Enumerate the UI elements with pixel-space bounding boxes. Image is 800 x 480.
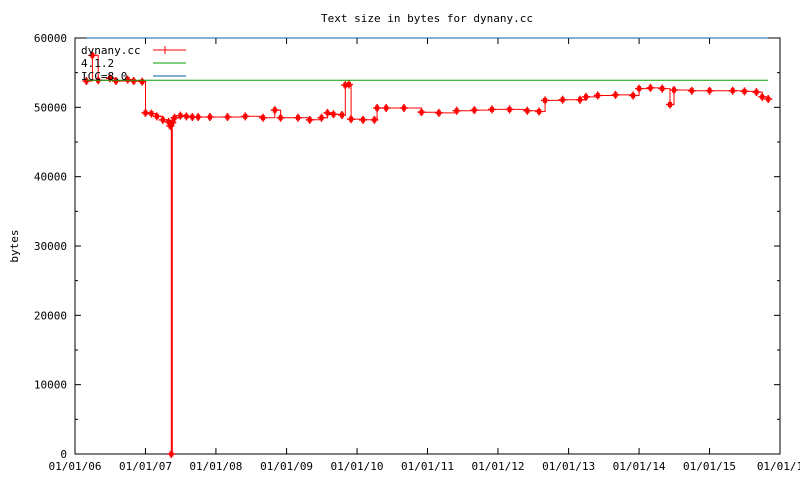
data-point-dot <box>372 117 377 123</box>
data-point-dot <box>766 96 771 102</box>
data-point-dot <box>613 92 618 98</box>
data-point-dot <box>507 106 512 112</box>
data-point-dot <box>84 78 89 84</box>
data-point-dot <box>154 113 159 119</box>
series-line-0 <box>86 54 769 455</box>
data-point-dot <box>319 115 324 121</box>
data-point-dot <box>730 88 735 94</box>
x-tick-label: 01/01/12 <box>471 460 524 473</box>
data-point-dot <box>107 75 112 81</box>
data-point-dot <box>648 85 653 91</box>
data-point-dot <box>169 451 174 457</box>
data-point-dot <box>178 113 183 119</box>
data-point-dot <box>207 114 212 120</box>
data-point-dot <box>272 107 277 113</box>
axes-layer: 0 10000 20000 30000 40000 50000 60000 01/01/06 0… <box>34 32 800 473</box>
data-point-dot <box>170 120 175 126</box>
data-point-dot <box>384 105 389 111</box>
data-point-dot <box>143 110 148 116</box>
data-point-dot <box>90 52 95 58</box>
y-tick-label: 10000 <box>34 379 67 392</box>
x-tick-label: 01/01/06 <box>49 460 102 473</box>
legend-marker <box>161 46 173 54</box>
legend-label: dynany.cc <box>81 44 141 57</box>
x-tick-label: 01/01/1 <box>757 460 800 473</box>
data-point-dot <box>637 86 642 92</box>
data-point-dot <box>489 106 494 112</box>
chart-title: Text size in bytes for dynany.cc <box>321 12 533 25</box>
data-point-dot <box>149 111 154 117</box>
data-point-dot <box>261 115 266 121</box>
data-point-dot <box>660 86 665 92</box>
data-point-dot <box>172 115 177 121</box>
data-point-dot <box>472 107 477 113</box>
data-point-dot <box>760 94 765 100</box>
x-tick-label: 01/01/13 <box>542 460 595 473</box>
data-point-dot <box>583 94 588 100</box>
data-point-dot <box>278 115 283 121</box>
data-point-dot <box>543 97 548 103</box>
data-point-dot <box>243 113 248 119</box>
data-point-dot <box>454 108 459 114</box>
data-point-dot <box>346 81 351 87</box>
data-point-dot <box>196 114 201 120</box>
data-point-dot <box>307 117 312 123</box>
legend-label: ICC=8.0 <box>81 70 127 83</box>
series-layer <box>82 37 773 458</box>
x-tick-label: 01/01/15 <box>683 460 736 473</box>
data-point-dot <box>225 114 230 120</box>
data-point-dot <box>595 93 600 99</box>
y-tick-label: 50000 <box>34 101 67 114</box>
data-point-dot <box>131 78 136 84</box>
data-point-dot <box>742 88 747 94</box>
series-markers-0 <box>82 51 773 458</box>
y-tick-label: 30000 <box>34 240 67 253</box>
x-tick-label: 01/01/09 <box>260 460 313 473</box>
y-axis-label: bytes <box>8 229 21 262</box>
data-point-dot <box>113 78 118 84</box>
data-point-dot <box>361 117 366 123</box>
data-point-dot <box>560 97 565 103</box>
data-point-dot <box>689 88 694 94</box>
data-point-dot <box>401 105 406 111</box>
x-tick-label: 01/01/10 <box>331 460 384 473</box>
y-tick-label: 20000 <box>34 309 67 322</box>
legend-label: 4.1.2 <box>81 57 114 70</box>
data-point-dot <box>672 87 677 93</box>
y-tick-label: 0 <box>60 448 67 461</box>
data-point-dot <box>631 93 636 99</box>
data-point-dot <box>375 105 380 111</box>
x-tick-label: 01/01/08 <box>189 460 242 473</box>
data-point-dot <box>339 112 344 118</box>
data-point-dot <box>436 110 441 116</box>
data-point-dot <box>160 117 165 123</box>
data-point-dot <box>578 97 583 103</box>
data-point-dot <box>537 108 542 114</box>
data-point-dot <box>295 115 300 121</box>
x-tick-label: 01/01/14 <box>613 460 666 473</box>
data-point-dot <box>349 116 354 122</box>
x-tick-label: 01/01/07 <box>119 460 172 473</box>
data-point-dot <box>525 108 530 114</box>
data-point-dot <box>325 110 330 116</box>
x-tick-label: 01/01/11 <box>401 460 454 473</box>
data-point-dot <box>190 114 195 120</box>
data-point-dot <box>331 111 336 117</box>
data-point-dot <box>140 79 145 85</box>
data-point-dot <box>667 102 672 108</box>
y-tick-label: 40000 <box>34 171 67 184</box>
data-point-dot <box>125 77 130 83</box>
data-point-dot <box>184 113 189 119</box>
y-tick-label: 60000 <box>34 32 67 45</box>
data-point-dot <box>707 88 712 94</box>
data-point-dot <box>754 89 759 95</box>
data-point-dot <box>419 109 424 115</box>
data-point-dot <box>168 123 173 129</box>
